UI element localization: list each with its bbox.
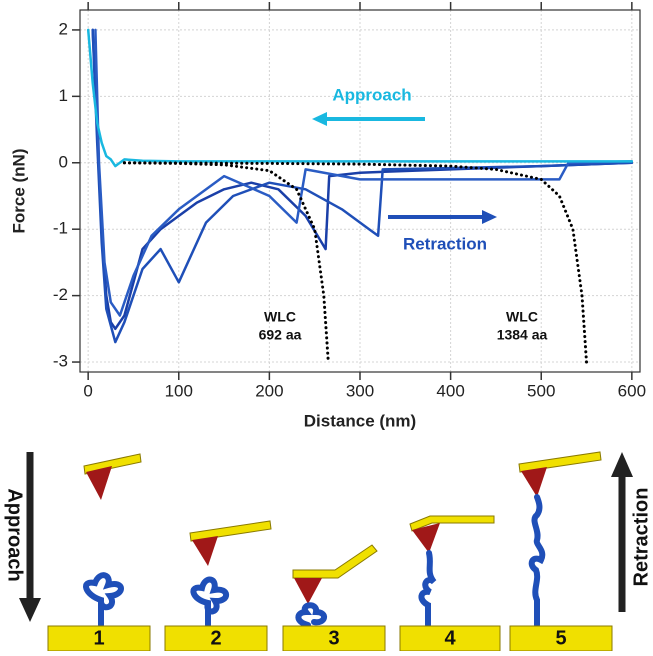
tip (521, 467, 547, 497)
protein (190, 576, 230, 628)
y-tick-label: -3 (53, 352, 68, 371)
x-tick-label: 100 (165, 381, 193, 400)
series-line (86, 28, 634, 168)
arrow-head (611, 452, 633, 477)
y-tick-label: 1 (59, 86, 68, 105)
x-tick-label: 0 (83, 381, 92, 400)
approach-label: Approach (4, 488, 26, 581)
annotation: WLC (264, 309, 296, 325)
y-axis-title: Force (nN) (9, 149, 28, 234)
tip (294, 578, 322, 604)
axes: 0 100 200 300 400 500 600 -3 -2 -1 0 1 2 (53, 2, 646, 400)
annotation: 692 aa (259, 327, 302, 343)
grid (80, 10, 640, 372)
cantilever (83, 453, 142, 475)
step-number: 4 (444, 627, 456, 649)
plot-lines (86, 28, 634, 364)
retraction-label: Retraction (630, 488, 652, 587)
protein (528, 494, 546, 628)
step-number: 2 (210, 627, 221, 649)
arrow-head (19, 598, 41, 622)
protein (295, 602, 327, 628)
x-tick-label: 400 (436, 381, 464, 400)
cantilever (292, 544, 378, 579)
protein (83, 572, 124, 628)
cantilever (518, 451, 602, 473)
arrow-head (482, 210, 497, 224)
y-tick-label: 2 (59, 19, 68, 38)
y-tick-label: -1 (53, 219, 68, 238)
annotation: Approach (332, 85, 411, 104)
tip (86, 466, 112, 500)
tip (192, 536, 218, 566)
protein (418, 550, 437, 628)
annotation: 1384 aa (497, 327, 548, 343)
substrate (509, 625, 613, 652)
x-tick-label: 500 (527, 381, 555, 400)
x-tick-label: 300 (346, 381, 374, 400)
cantilever (189, 520, 272, 542)
tip (412, 523, 440, 553)
substrate (164, 625, 268, 652)
annotation: WLC (506, 309, 538, 325)
x-axis-title: Distance (nm) (304, 411, 416, 430)
substrate (399, 625, 501, 652)
x-tick-label: 200 (255, 381, 283, 400)
step-number: 3 (328, 627, 339, 649)
substrate (282, 625, 386, 652)
series-line (94, 28, 634, 317)
step-number: 1 (93, 627, 104, 649)
step-number: 5 (555, 627, 566, 649)
x-tick-label: 600 (618, 381, 646, 400)
y-tick-label: 0 (59, 152, 68, 171)
cantilever (409, 515, 495, 532)
diagram: Approach Retraction 1 2 3 4 5 (4, 451, 652, 652)
arrow-head (312, 112, 327, 126)
series-line (91, 28, 634, 331)
substrate (47, 625, 151, 652)
annotation: Retraction (403, 234, 487, 253)
y-tick-label: -2 (53, 285, 68, 304)
